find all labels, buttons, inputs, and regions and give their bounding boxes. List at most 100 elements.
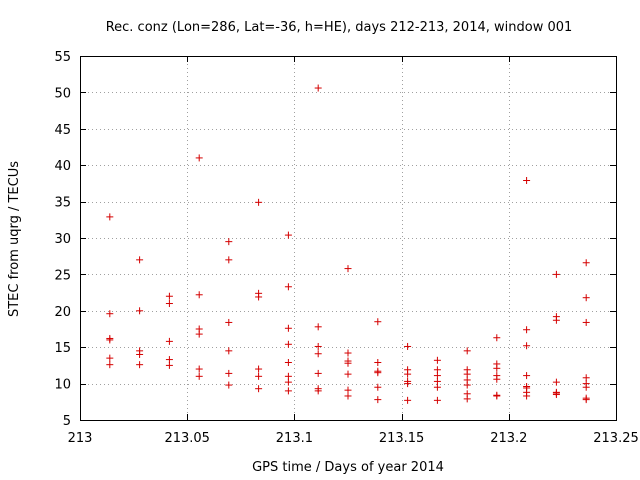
data-point (582, 383, 590, 391)
y-tick-label: 45 (54, 123, 71, 138)
data-point (314, 387, 322, 395)
data-point (255, 293, 263, 301)
data-point (344, 265, 352, 273)
data-point (344, 359, 352, 367)
data-point (284, 283, 292, 291)
data-point (344, 392, 352, 400)
y-tick-label: 50 (54, 86, 71, 101)
data-point (225, 238, 233, 246)
data-point (165, 361, 173, 369)
data-point (463, 395, 471, 403)
x-tick-label: 213.15 (379, 431, 425, 446)
data-point (582, 318, 590, 326)
data-point (582, 396, 590, 404)
data-point (195, 291, 203, 299)
data-point (255, 372, 263, 380)
x-tick-label: 213 (68, 431, 93, 446)
data-point (552, 391, 560, 399)
y-tick-label: 55 (54, 50, 71, 65)
data-point (463, 381, 471, 389)
data-point (225, 369, 233, 377)
data-point (433, 356, 441, 364)
data-points (106, 84, 590, 404)
data-point (106, 336, 114, 344)
x-tick-label: 213.1 (276, 431, 313, 446)
y-tick-labels: 5 10 15 20 25 30 35 40 45 50 55 (54, 50, 71, 429)
data-point (344, 349, 352, 357)
data-point (314, 323, 322, 331)
data-point (582, 294, 590, 302)
data-point (136, 350, 144, 358)
data-point (284, 378, 292, 386)
data-point (225, 318, 233, 326)
data-point (493, 375, 501, 383)
data-point (284, 358, 292, 366)
data-point (255, 385, 263, 393)
data-point (463, 347, 471, 355)
data-point (284, 231, 292, 239)
data-point (523, 372, 531, 380)
data-point (374, 383, 382, 391)
data-point (225, 381, 233, 389)
y-tick-label: 30 (54, 232, 71, 247)
data-point (136, 307, 144, 315)
data-point (314, 84, 322, 92)
data-point (255, 198, 263, 206)
data-point (106, 354, 114, 362)
data-point (195, 154, 203, 162)
data-point (552, 316, 560, 324)
data-point (523, 392, 531, 400)
chart-title: Rec. conz (Lon=286, Lat=-36, h=HE), days… (106, 20, 573, 35)
data-point (106, 213, 114, 221)
data-point (284, 340, 292, 348)
data-point (165, 292, 173, 300)
y-tick-label: 10 (54, 378, 71, 393)
y-tick-label: 5 (63, 414, 71, 429)
data-point (165, 300, 173, 308)
data-point (136, 361, 144, 369)
data-point (523, 176, 531, 184)
data-point (284, 324, 292, 332)
y-tick-label: 20 (54, 305, 71, 320)
x-axis-label: GPS time / Days of year 2014 (252, 460, 444, 475)
data-point (552, 270, 560, 278)
y-tick-label: 25 (54, 268, 71, 283)
data-point (374, 318, 382, 326)
y-axis-label: STEC from uqrg / TECUs (7, 161, 22, 317)
data-point (433, 396, 441, 404)
data-point (404, 342, 412, 350)
data-point (404, 396, 412, 404)
data-point (374, 396, 382, 404)
data-point (136, 256, 144, 264)
data-point (106, 361, 114, 369)
data-point (582, 259, 590, 267)
y-tick-label: 40 (54, 159, 71, 174)
x-tick-label: 213.25 (593, 431, 639, 446)
data-point (165, 337, 173, 345)
data-point (195, 330, 203, 338)
data-point (314, 342, 322, 350)
x-tick-label: 213.2 (490, 431, 527, 446)
data-point (225, 256, 233, 264)
data-point (225, 347, 233, 355)
data-point (314, 350, 322, 358)
data-point (374, 358, 382, 366)
y-tick-label: 35 (54, 196, 71, 211)
data-point (552, 378, 560, 386)
data-point (314, 369, 322, 377)
data-point (404, 380, 412, 388)
axis-ticks (80, 56, 617, 421)
data-point (374, 369, 382, 377)
data-point (284, 387, 292, 395)
data-point (493, 392, 501, 400)
grid (80, 56, 616, 420)
x-tick-labels: 213 213.05 213.1 213.15 213.2 213.25 (68, 431, 639, 446)
data-point (523, 342, 531, 350)
data-point (493, 334, 501, 342)
y-tick-label: 15 (54, 341, 71, 356)
data-point (523, 326, 531, 334)
data-point (344, 370, 352, 378)
data-point (433, 383, 441, 391)
data-point (195, 365, 203, 373)
